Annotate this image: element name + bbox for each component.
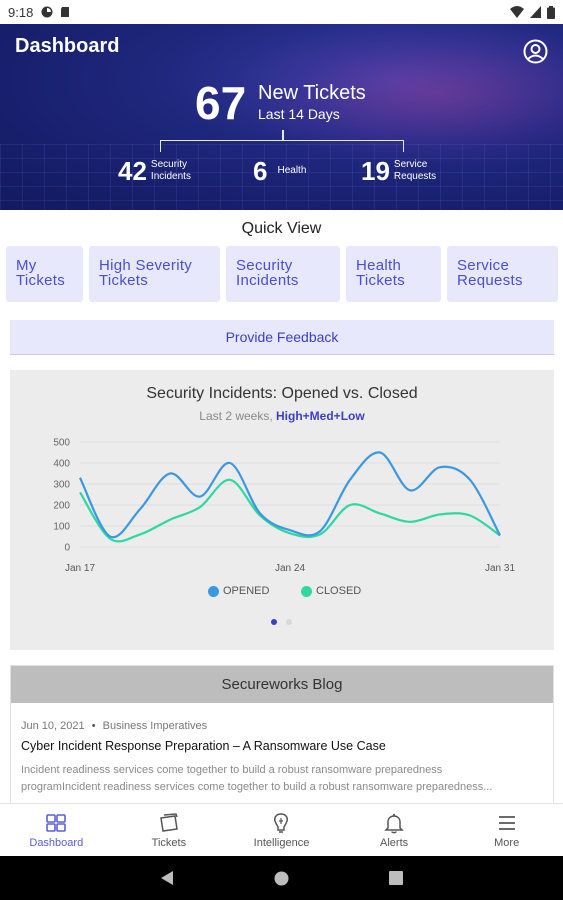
legend-item-opened: OPENED bbox=[208, 585, 269, 597]
chart-subtitle: Last 2 weeks, High+Med+Low bbox=[199, 409, 365, 423]
x-tick-label: Jan 31 bbox=[485, 563, 515, 574]
nav-tickets[interactable]: Tickets bbox=[113, 804, 226, 856]
series-line-closed bbox=[79, 478, 501, 543]
y-tick-label: 500 bbox=[53, 438, 70, 449]
stat-label: Service Requests bbox=[393, 159, 437, 182]
y-tick-label: 400 bbox=[53, 459, 70, 470]
menu-icon bbox=[498, 816, 515, 830]
status-time: 9:18 bbox=[8, 4, 34, 20]
home-icon[interactable] bbox=[274, 871, 289, 886]
stat-value: 6 bbox=[253, 156, 268, 186]
tickets-icon bbox=[160, 813, 178, 832]
blog-excerpt: Incident readiness services come togethe… bbox=[21, 764, 493, 793]
nav-label: Intelligence bbox=[253, 837, 310, 849]
period-label: Last 14 Days bbox=[258, 106, 340, 122]
stat-label: Health bbox=[277, 165, 307, 176]
header-background-grid bbox=[0, 144, 563, 210]
recents-icon[interactable] bbox=[389, 871, 403, 885]
stat-service-requests[interactable]: 19 Service Requests bbox=[361, 158, 436, 184]
nav-alerts[interactable]: Alerts bbox=[338, 804, 451, 856]
sync-icon bbox=[41, 6, 53, 18]
blog-card[interactable]: Secureworks Blog Jun 10, 2021 • Business… bbox=[10, 665, 554, 805]
chart-card[interactable]: Security Incidents: Opened vs. Closed La… bbox=[10, 370, 554, 650]
chart-title: Security Incidents: Opened vs. Closed bbox=[146, 385, 418, 402]
chart-pager-dot-active[interactable] bbox=[271, 619, 277, 625]
y-tick-label: 0 bbox=[64, 543, 70, 554]
stat-health[interactable]: 6 Health bbox=[253, 158, 306, 184]
y-tick-label: 100 bbox=[53, 522, 70, 533]
blog-meta: Jun 10, 2021 • Business Imperatives bbox=[21, 720, 207, 732]
quick-view-my-tickets-button[interactable]: My Tickets bbox=[6, 246, 83, 302]
nav-label: Tickets bbox=[151, 837, 187, 849]
stat-value: 42 bbox=[118, 156, 147, 186]
nav-label: Alerts bbox=[380, 837, 409, 849]
blog-header: Secureworks Blog bbox=[11, 666, 553, 703]
x-tick-label: Jan 17 bbox=[65, 563, 95, 574]
y-tick-label: 200 bbox=[53, 501, 70, 512]
legend-dot-opened bbox=[208, 585, 219, 597]
nav-dashboard[interactable]: Dashboard bbox=[0, 804, 113, 856]
legend-item-closed: CLOSED bbox=[301, 585, 361, 597]
series-line-opened bbox=[79, 451, 501, 539]
back-icon[interactable] bbox=[160, 870, 174, 886]
quick-view-high-severity-button[interactable]: High Severity Tickets bbox=[89, 246, 220, 302]
battery-icon bbox=[547, 5, 555, 19]
x-tick-label: Jan 24 bbox=[275, 563, 305, 574]
nav-more[interactable]: More bbox=[450, 804, 563, 856]
signal-icon bbox=[530, 6, 541, 18]
provide-feedback-button[interactable]: Provide Feedback bbox=[10, 320, 554, 355]
stat-label: Security Incidents bbox=[150, 159, 191, 182]
blog-date: Jun 10, 2021 bbox=[21, 720, 85, 732]
stat-security-incidents[interactable]: 42 Security Incidents bbox=[118, 158, 191, 184]
sd-card-icon bbox=[61, 7, 70, 17]
blog-post-title[interactable]: Cyber Incident Response Preparation – A … bbox=[21, 739, 386, 753]
quick-view-title: Quick View bbox=[241, 220, 322, 237]
profile-avatar-icon[interactable] bbox=[523, 39, 548, 64]
stat-value: 19 bbox=[361, 156, 390, 186]
severity-filter-link[interactable]: High+Med+Low bbox=[276, 409, 365, 423]
new-tickets-count: 67 bbox=[195, 77, 247, 129]
chart-pager-dot[interactable] bbox=[286, 619, 292, 625]
nav-label: Dashboard bbox=[29, 837, 84, 849]
grid-icon bbox=[46, 814, 67, 832]
bracket-divider bbox=[160, 140, 404, 152]
intelligence-icon bbox=[274, 813, 289, 833]
quick-view-health-tickets-button[interactable]: Health Tickets bbox=[346, 246, 441, 302]
legend-dot-closed bbox=[301, 585, 312, 597]
system-navigation-bar bbox=[0, 856, 563, 900]
legend-label-closed: CLOSED bbox=[316, 585, 362, 597]
wifi-icon bbox=[510, 6, 524, 18]
quick-view-service-requests-button[interactable]: Service Requests bbox=[447, 246, 558, 302]
nav-label: More bbox=[494, 837, 520, 849]
quick-view-security-incidents-button[interactable]: Security Incidents bbox=[226, 246, 340, 302]
dashboard-header: Dashboard 67 New Tickets Last 14 Days 42… bbox=[0, 24, 563, 210]
bottom-navigation: Dashboard Tickets Intelligence Alerts Mo… bbox=[0, 803, 563, 856]
blog-category: Business Imperatives bbox=[102, 720, 208, 732]
y-tick-label: 300 bbox=[53, 480, 70, 491]
bracket-divider bbox=[282, 130, 284, 140]
legend-label-opened: OPENED bbox=[223, 585, 270, 597]
new-tickets-label: New Tickets bbox=[258, 82, 366, 104]
nav-intelligence[interactable]: Intelligence bbox=[225, 804, 338, 856]
page-title: Dashboard bbox=[15, 35, 120, 57]
status-bar: 9:18 bbox=[0, 0, 563, 24]
blog-meta-bullet: • bbox=[91, 720, 96, 732]
line-chart: 0 100 200 300 400 500 Jan 17 Jan 24 Jan 31 bbox=[53, 438, 515, 575]
bell-icon bbox=[384, 813, 404, 834]
